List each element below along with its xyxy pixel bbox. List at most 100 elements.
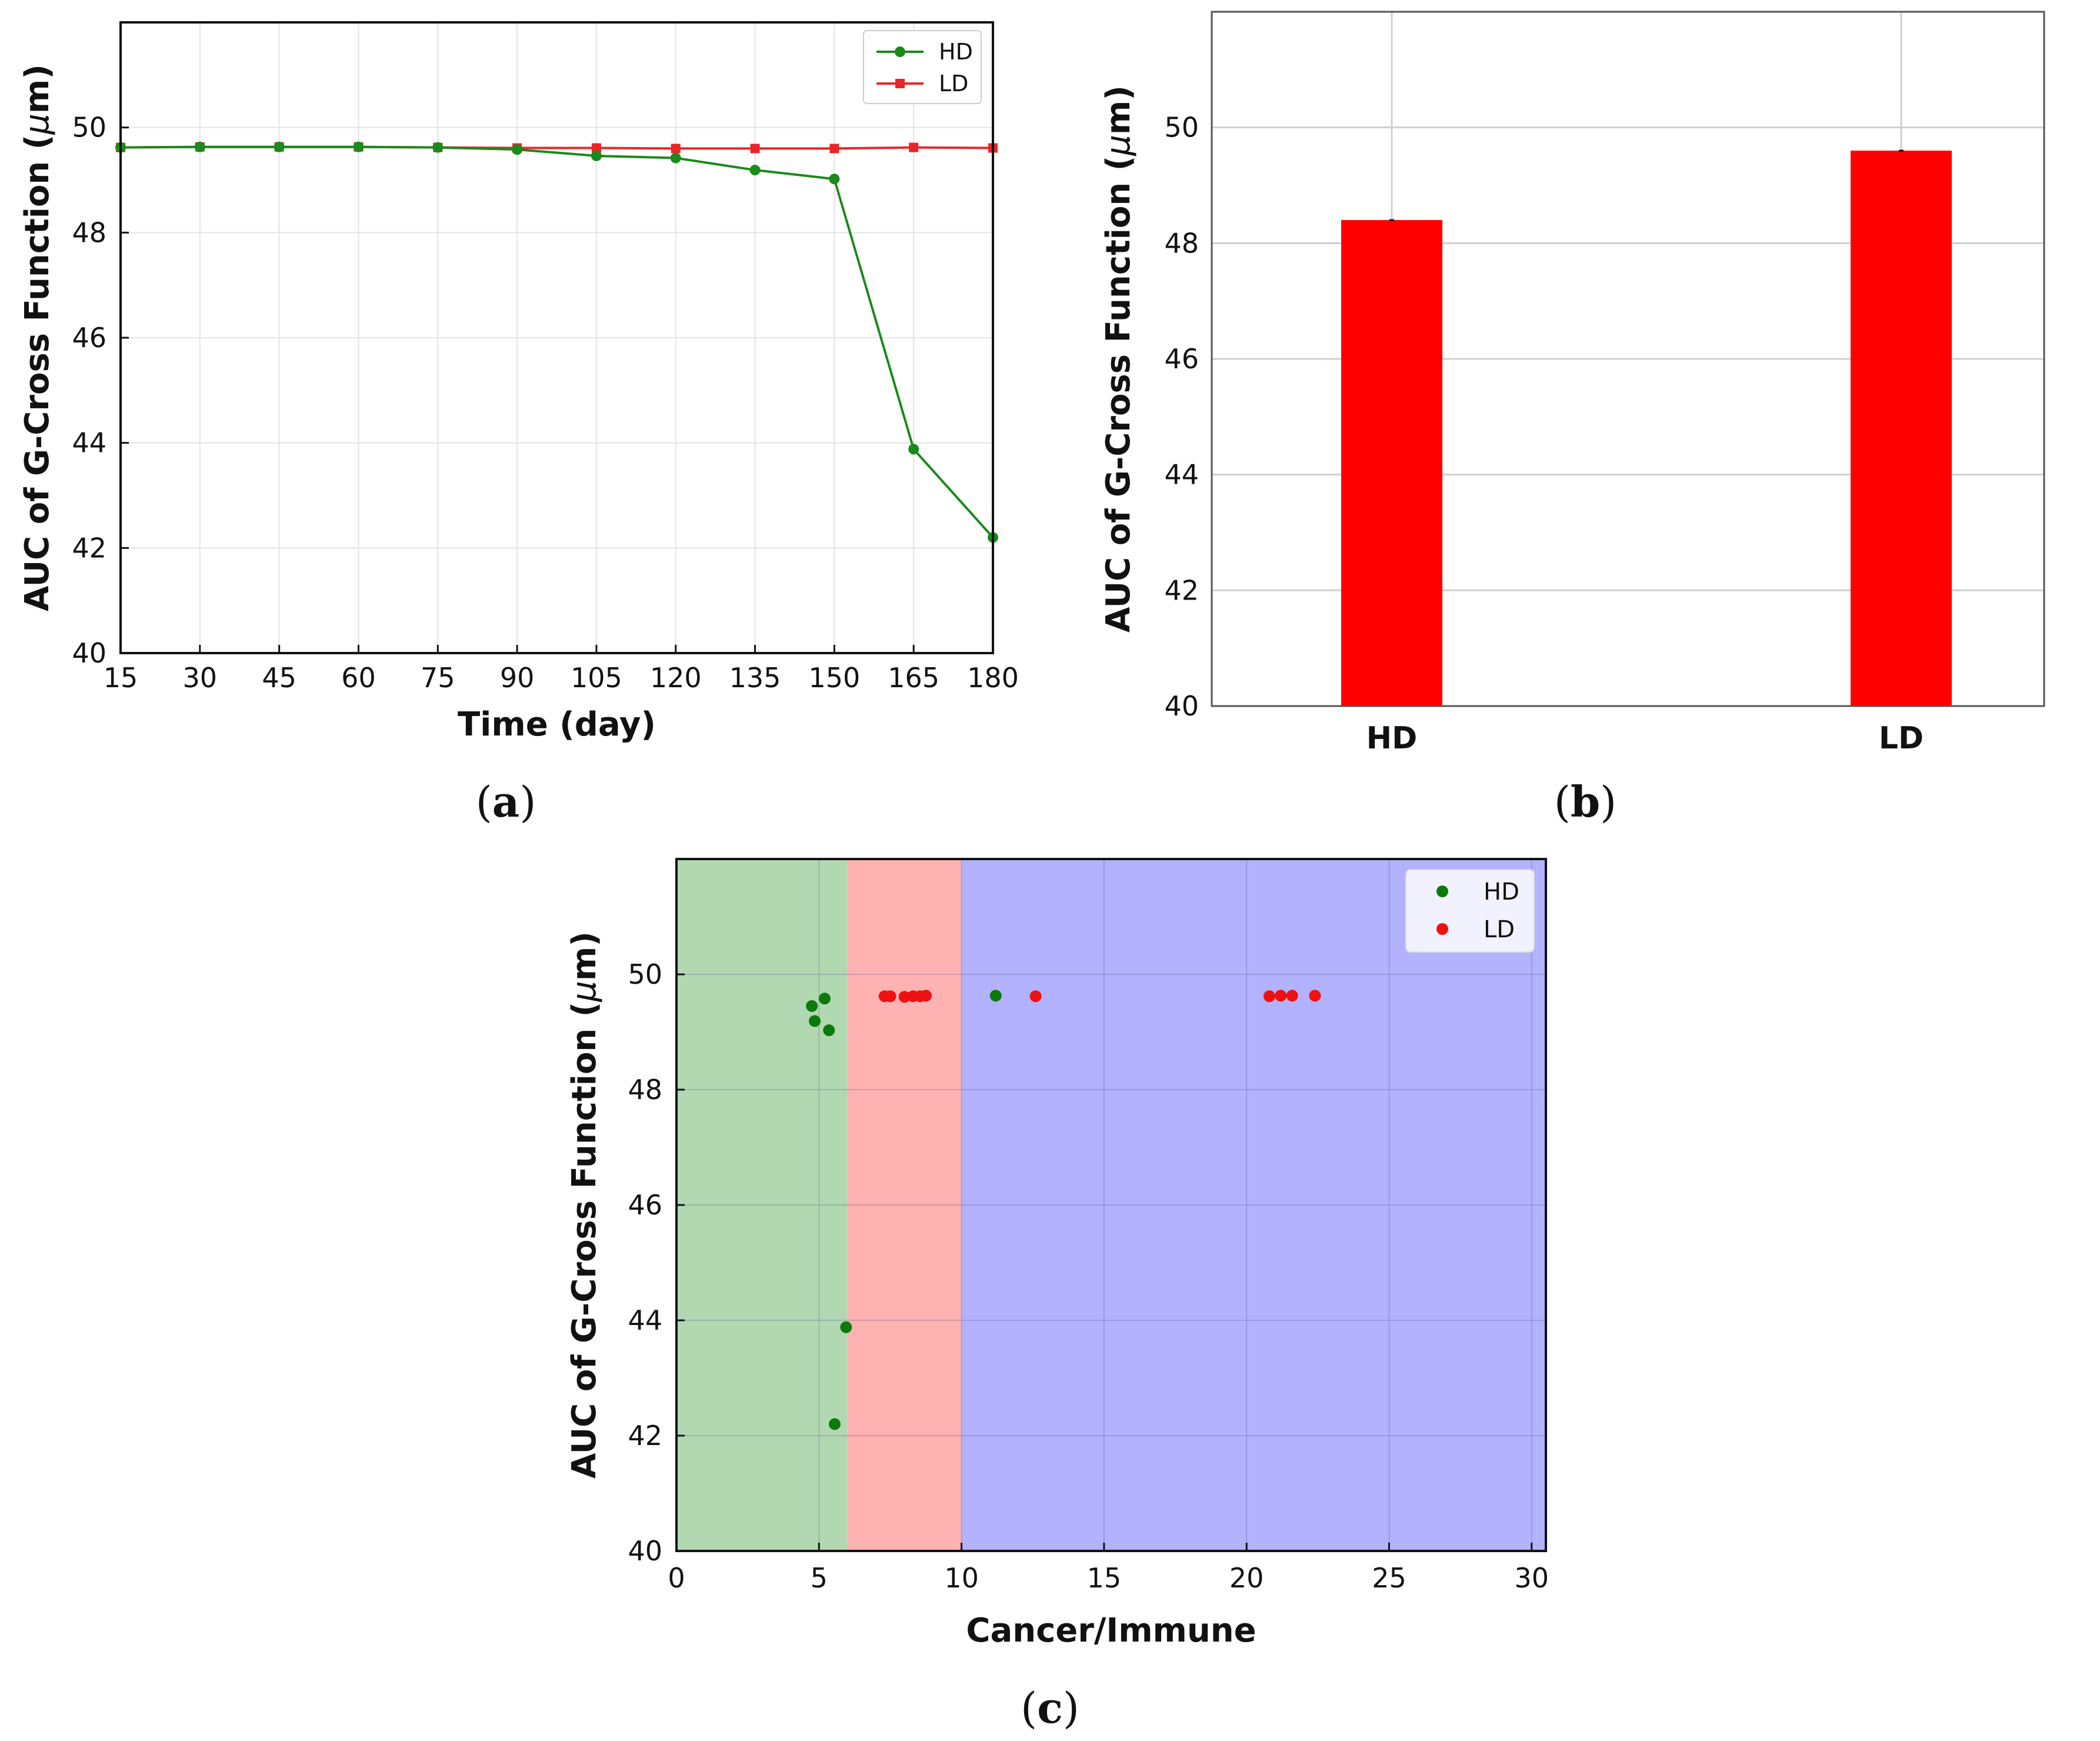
caption-c: (c) bbox=[1021, 1683, 1079, 1733]
x-category-label: LD bbox=[1879, 721, 1924, 756]
caption-b: (b) bbox=[1554, 777, 1617, 827]
data-point-hd bbox=[432, 142, 444, 153]
y-tick-label: 48 bbox=[1164, 227, 1199, 259]
y-tick-label: 50 bbox=[628, 958, 662, 990]
bar-hd bbox=[1341, 220, 1442, 706]
caption-a-close: ) bbox=[519, 777, 536, 827]
scatter-point-ld bbox=[1029, 990, 1042, 1003]
x-tick-label: 20 bbox=[1229, 1562, 1264, 1594]
data-point-hd bbox=[829, 174, 840, 185]
data-point-hd bbox=[194, 141, 205, 152]
y-axis-label: AUC of G-Cross Function (μm) bbox=[18, 64, 56, 611]
y-tick-label: 46 bbox=[628, 1189, 662, 1221]
y-tick-label: 44 bbox=[72, 427, 106, 459]
y-tick-label: 50 bbox=[1164, 112, 1199, 144]
x-tick-label: 75 bbox=[421, 662, 455, 694]
x-tick-label: 150 bbox=[808, 662, 860, 694]
y-tick-label: 46 bbox=[1164, 343, 1199, 375]
x-tick-label: 30 bbox=[183, 662, 218, 694]
x-tick-label: 5 bbox=[811, 1562, 828, 1594]
scatter-point-ld bbox=[1275, 990, 1287, 1002]
x-tick-label: 10 bbox=[944, 1562, 979, 1594]
scatter-point-hd bbox=[989, 990, 1002, 1002]
y-tick-label: 50 bbox=[72, 112, 106, 144]
y-tick-label: 42 bbox=[628, 1420, 662, 1452]
x-tick-label: 0 bbox=[668, 1562, 685, 1594]
legend-marker-ld bbox=[1436, 923, 1448, 935]
caption-b-close: ) bbox=[1600, 777, 1617, 827]
legend-c: HD LD bbox=[1405, 869, 1535, 953]
scatter-point-hd bbox=[828, 1418, 841, 1430]
x-tick-label: 25 bbox=[1372, 1562, 1406, 1594]
plot-frame-c bbox=[675, 858, 1547, 1552]
scatter-point-ld bbox=[920, 990, 932, 1002]
scatter-point-ld bbox=[898, 991, 911, 1003]
data-point-hd bbox=[670, 152, 681, 164]
region-2 bbox=[961, 859, 1546, 1551]
x-tick-label: 120 bbox=[650, 662, 702, 694]
caption-b-letter: b bbox=[1570, 777, 1601, 827]
bar-ld bbox=[1851, 151, 1952, 706]
legend-label-hd: HD bbox=[1484, 878, 1519, 906]
x-tick-label: 60 bbox=[341, 662, 376, 694]
legend-a: HD LD bbox=[863, 30, 982, 104]
scatter-point-ld bbox=[1263, 990, 1275, 1003]
caption-c-open: ( bbox=[1020, 1683, 1038, 1733]
y-tick-label: 48 bbox=[72, 217, 106, 248]
x-category-label: HD bbox=[1366, 721, 1418, 756]
scatter-point-hd bbox=[809, 1015, 821, 1027]
legend-marker bbox=[895, 79, 905, 88]
legend-label-ld: LD bbox=[1484, 916, 1515, 943]
x-axis-label: Time (day) bbox=[458, 705, 656, 744]
legend-label-ld: LD bbox=[939, 71, 968, 96]
y-tick-label: 40 bbox=[628, 1535, 662, 1567]
x-tick-label: 15 bbox=[104, 662, 138, 694]
data-point-hd bbox=[591, 150, 602, 161]
x-tick-label: 90 bbox=[500, 662, 535, 694]
chart-c: 0 5 10 15 20 25 30 40 42 44 46 48 50 HD LD Cancer/Immun… bbox=[565, 858, 1549, 1650]
y-axis-label: AUC of G-Cross Function (μm) bbox=[565, 931, 604, 1479]
caption-c-letter: c bbox=[1037, 1683, 1063, 1733]
y-tick-label: 40 bbox=[1164, 690, 1199, 722]
x-tick-label: 15 bbox=[1087, 1562, 1122, 1594]
x-tick-label: 105 bbox=[571, 662, 622, 694]
legend-label-hd: HD bbox=[939, 39, 973, 65]
data-point-hd bbox=[749, 165, 761, 176]
caption-a-open: ( bbox=[475, 777, 492, 827]
caption-a: (a) bbox=[476, 777, 536, 827]
y-tick-label: 42 bbox=[1164, 574, 1199, 606]
chart-b: 40 42 44 46 48 50 HD LD AUC of G-Cross Function … bbox=[1099, 11, 2045, 756]
caption-b-open: ( bbox=[1554, 777, 1571, 827]
y-axis-label: AUC of G-Cross Function (μm) bbox=[1099, 85, 1138, 633]
x-tick-label: 180 bbox=[967, 662, 1019, 694]
data-point-hd bbox=[512, 144, 523, 155]
chart-a: 15 30 45 60 75 90 105 120 135 150 165 180 40 42 44 46 48… bbox=[18, 21, 1019, 744]
x-tick-label: 45 bbox=[262, 662, 296, 694]
data-point-hd bbox=[274, 141, 285, 152]
x-tick-label: 165 bbox=[888, 662, 939, 694]
caption-a-letter: a bbox=[492, 777, 520, 827]
scatter-point-ld bbox=[1286, 990, 1298, 1002]
legend-marker bbox=[895, 46, 905, 57]
scatter-point-hd bbox=[823, 1024, 835, 1037]
data-point-ld bbox=[829, 144, 839, 154]
y-tick-label: 44 bbox=[628, 1304, 662, 1336]
scatter-point-hd bbox=[818, 993, 831, 1005]
plot-frame-b bbox=[1211, 11, 2045, 707]
data-point-ld bbox=[671, 144, 681, 154]
legend-box bbox=[863, 30, 982, 104]
series-line-hd bbox=[120, 145, 994, 538]
data-point-ld bbox=[591, 143, 601, 153]
x-tick-label: 30 bbox=[1514, 1562, 1549, 1594]
scatter-point-ld bbox=[1309, 990, 1321, 1002]
scatter-point-ld bbox=[884, 990, 896, 1003]
y-tick-label: 44 bbox=[1164, 459, 1199, 491]
data-point-ld bbox=[750, 144, 760, 154]
legend-marker-hd bbox=[1436, 886, 1448, 897]
scatter-point-hd bbox=[840, 1321, 852, 1333]
plot-frame-a bbox=[119, 21, 994, 654]
caption-c-close: ) bbox=[1062, 1683, 1080, 1733]
data-point-hd bbox=[353, 141, 364, 152]
grid-a bbox=[120, 22, 994, 654]
region-0 bbox=[676, 859, 848, 1551]
